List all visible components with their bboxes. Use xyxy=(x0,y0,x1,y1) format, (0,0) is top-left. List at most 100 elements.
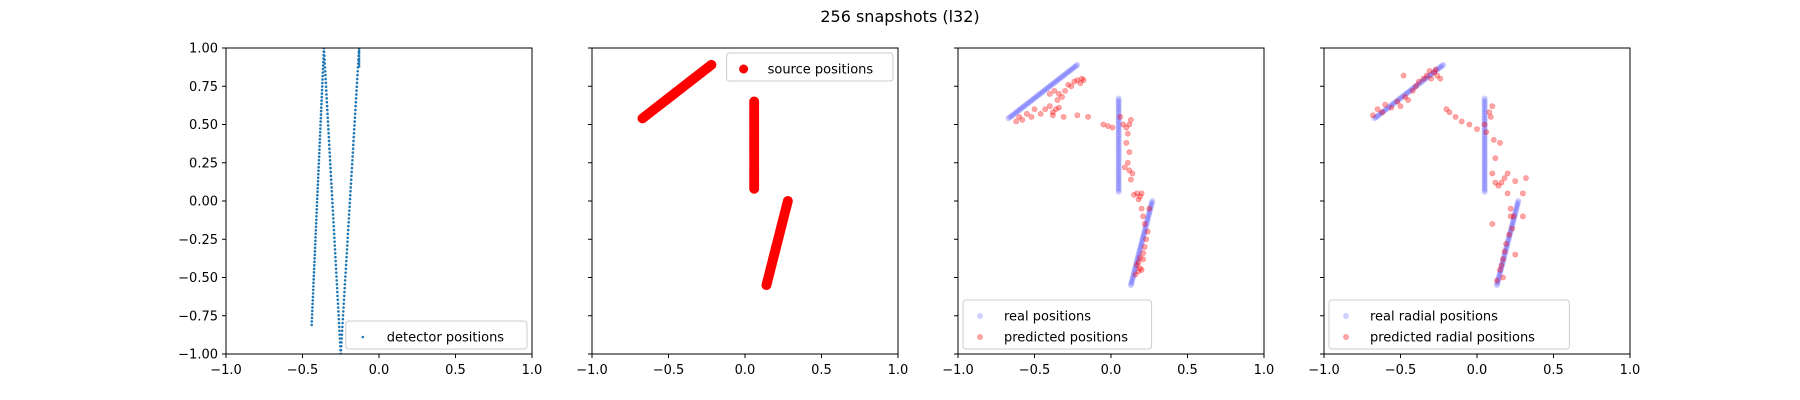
data-point xyxy=(323,54,326,58)
data-point xyxy=(318,141,322,144)
data-point xyxy=(1481,169,1488,176)
data-point xyxy=(1371,115,1378,122)
x-tick-label: −0.5 xyxy=(653,363,685,378)
data-point xyxy=(1049,112,1056,119)
data-point xyxy=(1126,149,1133,155)
data-point xyxy=(1135,196,1142,203)
data-point xyxy=(325,100,329,104)
data-point xyxy=(328,159,332,162)
data-point xyxy=(1052,78,1059,85)
x-tick-label: −1.0 xyxy=(210,363,242,378)
data-point xyxy=(326,108,329,112)
data-point xyxy=(319,127,322,130)
legend: real radial positions predicted radial po… xyxy=(1328,299,1570,350)
data-point xyxy=(353,116,357,120)
data-point xyxy=(1068,66,1075,73)
legend-box xyxy=(726,52,894,82)
data-point xyxy=(1047,82,1054,89)
data-point xyxy=(349,186,353,189)
data-point xyxy=(336,290,339,294)
data-point xyxy=(1390,100,1397,107)
data-point xyxy=(1109,124,1116,131)
data-point xyxy=(1142,222,1149,229)
data-point xyxy=(1115,118,1122,125)
data-point xyxy=(1489,170,1496,177)
data-point xyxy=(1066,67,1073,74)
data-point xyxy=(354,100,358,104)
data-point xyxy=(1504,241,1511,248)
legend-marker xyxy=(1343,334,1349,340)
data-point xyxy=(335,279,339,282)
data-point xyxy=(1135,259,1142,266)
legend-label: real positions xyxy=(1004,310,1091,325)
data-point xyxy=(1382,106,1389,113)
data-point xyxy=(346,236,350,240)
data-point xyxy=(1493,282,1500,289)
data-point xyxy=(1035,92,1042,99)
data-point xyxy=(1512,209,1519,216)
data-point xyxy=(1141,230,1148,237)
data-point xyxy=(1481,127,1488,134)
data-point xyxy=(349,182,353,185)
data-point xyxy=(1137,254,1143,261)
data-point xyxy=(1115,116,1122,123)
data-point xyxy=(1142,224,1149,231)
data-point xyxy=(1416,80,1423,87)
data-point xyxy=(1013,118,1020,125)
data-point xyxy=(1481,95,1488,102)
data-point xyxy=(337,313,340,317)
data-point xyxy=(355,77,359,81)
data-point xyxy=(320,92,324,95)
data-point xyxy=(1413,82,1420,89)
legend-box xyxy=(962,299,1153,350)
data-point xyxy=(1394,97,1401,104)
data-point xyxy=(330,186,333,189)
data-point xyxy=(1071,78,1078,85)
data-point xyxy=(1144,217,1151,224)
legend-box xyxy=(1328,299,1570,350)
data-point xyxy=(331,201,334,205)
data-point xyxy=(1440,61,1447,68)
data-point xyxy=(1481,186,1488,193)
data-point xyxy=(329,166,332,170)
data-point xyxy=(1503,243,1510,250)
axes-frame xyxy=(591,47,899,355)
data-point xyxy=(315,214,318,218)
data-point xyxy=(1140,213,1147,220)
data-point xyxy=(1513,203,1520,210)
data-point xyxy=(1060,72,1067,79)
data-point xyxy=(324,81,328,85)
data-point xyxy=(328,147,331,151)
data-point xyxy=(1481,173,1488,180)
data-point xyxy=(1505,236,1512,243)
data-point xyxy=(1018,105,1025,112)
data-point xyxy=(1147,203,1154,210)
data-point xyxy=(1046,103,1053,110)
data-point xyxy=(1489,221,1496,227)
data-point xyxy=(312,278,315,281)
data-point xyxy=(1490,136,1497,143)
data-point xyxy=(316,179,320,183)
series-1 xyxy=(310,48,361,354)
data-point xyxy=(320,95,324,99)
data-point xyxy=(313,260,316,264)
legend-label: source positions xyxy=(768,63,874,78)
data-point xyxy=(1064,69,1071,76)
data-point xyxy=(1512,178,1519,185)
data-point xyxy=(1134,257,1141,264)
data-point xyxy=(355,93,358,96)
data-point xyxy=(1130,272,1137,279)
data-point xyxy=(1495,274,1502,281)
data-point xyxy=(1025,99,1032,106)
data-point xyxy=(1063,70,1070,77)
data-point xyxy=(1079,75,1085,82)
data-point xyxy=(1511,213,1518,220)
data-point xyxy=(325,97,328,100)
data-point xyxy=(341,325,344,329)
data-point xyxy=(1005,115,1012,122)
data-point xyxy=(1474,126,1480,132)
data-point xyxy=(1437,75,1444,82)
data-point xyxy=(350,174,353,178)
data-point xyxy=(1065,81,1072,88)
data-point xyxy=(1398,94,1405,101)
